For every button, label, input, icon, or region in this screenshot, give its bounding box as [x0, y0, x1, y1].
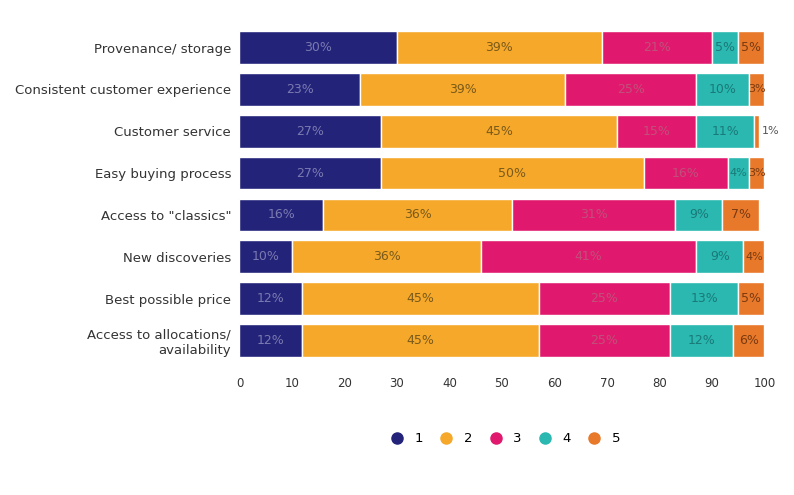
- Text: 4%: 4%: [745, 252, 763, 262]
- Bar: [538, 324, 670, 357]
- Text: 45%: 45%: [485, 125, 513, 138]
- Bar: [696, 241, 743, 273]
- Bar: [670, 324, 733, 357]
- Text: 10%: 10%: [252, 250, 279, 263]
- Bar: [733, 324, 765, 357]
- Text: 6%: 6%: [738, 334, 758, 347]
- Bar: [240, 115, 381, 148]
- Text: 36%: 36%: [404, 208, 432, 221]
- Text: 4%: 4%: [730, 168, 747, 178]
- Bar: [754, 115, 759, 148]
- Text: 5%: 5%: [742, 41, 761, 54]
- Bar: [292, 241, 481, 273]
- Bar: [240, 31, 397, 64]
- Bar: [538, 282, 670, 315]
- Bar: [743, 241, 765, 273]
- Text: 45%: 45%: [407, 292, 434, 305]
- Text: 3%: 3%: [748, 85, 765, 95]
- Bar: [749, 73, 765, 106]
- Bar: [618, 115, 696, 148]
- Legend: 1, 2, 3, 4, 5: 1, 2, 3, 4, 5: [384, 432, 620, 445]
- Bar: [670, 282, 738, 315]
- Text: 12%: 12%: [257, 334, 285, 347]
- Text: 13%: 13%: [690, 292, 718, 305]
- Bar: [323, 198, 512, 231]
- Text: 27%: 27%: [296, 167, 324, 180]
- Text: 11%: 11%: [711, 125, 739, 138]
- Text: 5%: 5%: [742, 292, 761, 305]
- Bar: [381, 115, 618, 148]
- Text: 15%: 15%: [643, 125, 671, 138]
- Text: 31%: 31%: [580, 208, 607, 221]
- Text: 5%: 5%: [715, 41, 735, 54]
- Text: 39%: 39%: [449, 83, 476, 96]
- Text: 50%: 50%: [499, 167, 526, 180]
- Text: 25%: 25%: [591, 334, 619, 347]
- Text: 45%: 45%: [407, 334, 434, 347]
- Bar: [512, 198, 675, 231]
- Text: 36%: 36%: [372, 250, 400, 263]
- Text: 12%: 12%: [257, 292, 285, 305]
- Bar: [481, 241, 696, 273]
- Text: 16%: 16%: [672, 167, 700, 180]
- Bar: [738, 282, 765, 315]
- Bar: [240, 241, 292, 273]
- Bar: [381, 157, 644, 190]
- Text: 25%: 25%: [617, 83, 645, 96]
- Bar: [397, 31, 602, 64]
- Bar: [696, 73, 749, 106]
- Text: 7%: 7%: [730, 208, 751, 221]
- Bar: [360, 73, 565, 106]
- Bar: [696, 115, 754, 148]
- Text: 41%: 41%: [575, 250, 603, 263]
- Text: 9%: 9%: [710, 250, 730, 263]
- Text: 21%: 21%: [643, 41, 671, 54]
- Text: 9%: 9%: [689, 208, 709, 221]
- Bar: [602, 31, 712, 64]
- Text: 25%: 25%: [591, 292, 619, 305]
- Text: 1%: 1%: [761, 126, 780, 136]
- Bar: [240, 73, 360, 106]
- Bar: [723, 198, 759, 231]
- Bar: [303, 324, 538, 357]
- Bar: [738, 31, 765, 64]
- Bar: [712, 31, 738, 64]
- Text: 10%: 10%: [708, 83, 736, 96]
- Text: 39%: 39%: [485, 41, 513, 54]
- Bar: [240, 282, 303, 315]
- Bar: [644, 157, 728, 190]
- Text: 27%: 27%: [296, 125, 324, 138]
- Text: 12%: 12%: [688, 334, 715, 347]
- Bar: [240, 324, 303, 357]
- Text: 16%: 16%: [268, 208, 295, 221]
- Bar: [565, 73, 696, 106]
- Bar: [675, 198, 723, 231]
- Bar: [749, 157, 765, 190]
- Text: 23%: 23%: [286, 83, 314, 96]
- Bar: [240, 198, 323, 231]
- Bar: [240, 157, 381, 190]
- Bar: [728, 157, 749, 190]
- Text: 3%: 3%: [748, 168, 765, 178]
- Bar: [303, 282, 538, 315]
- Text: 30%: 30%: [304, 41, 332, 54]
